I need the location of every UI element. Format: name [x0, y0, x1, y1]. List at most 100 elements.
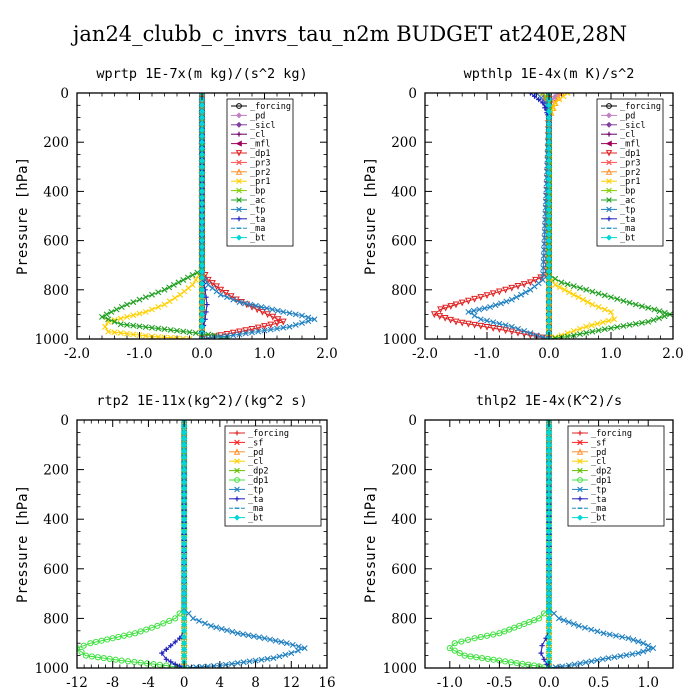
data-point — [452, 301, 460, 309]
data-point — [181, 420, 188, 423]
data-point — [118, 304, 125, 311]
data-point — [545, 323, 553, 330]
data-point — [545, 503, 553, 510]
legend-marker — [236, 206, 242, 213]
data-point — [189, 272, 196, 279]
data-point — [650, 645, 657, 652]
data-point — [442, 304, 450, 312]
data-point — [656, 308, 663, 315]
data-point — [180, 478, 188, 486]
data-point — [496, 320, 503, 327]
data-point — [545, 565, 553, 572]
data-point — [545, 571, 553, 579]
data-point — [645, 318, 652, 325]
data-point — [218, 625, 225, 632]
data-point — [117, 330, 124, 337]
data-point — [545, 231, 553, 238]
data-point — [252, 657, 259, 664]
data-point — [545, 447, 553, 455]
data-point — [545, 120, 553, 127]
data-point — [545, 472, 553, 479]
data-point — [166, 284, 173, 291]
data-point — [222, 289, 230, 297]
data-point — [545, 163, 553, 170]
data-point — [545, 491, 553, 498]
data-point — [299, 312, 305, 319]
legend-label: _dp2 — [248, 467, 268, 477]
data-point — [130, 322, 137, 329]
data-point — [203, 309, 209, 315]
data-point — [526, 279, 534, 287]
data-point — [186, 329, 193, 336]
data-point — [545, 528, 553, 535]
data-point — [588, 626, 595, 633]
legend-label: _dp2 — [591, 467, 611, 477]
data-point — [264, 655, 271, 662]
legend-label: _ac — [620, 196, 635, 206]
legend-marker — [605, 168, 613, 175]
data-point — [131, 630, 139, 637]
data-point — [566, 289, 573, 296]
data-point — [180, 491, 188, 498]
panel-4: thlp2 1E-4x(K^2)/s Pressure [hPa] -1.0 -0.5… — [363, 393, 674, 691]
data-point — [229, 329, 237, 337]
legend-label: _forcing — [620, 102, 661, 112]
x-tick-label: 0.0 — [191, 346, 212, 362]
data-point — [508, 296, 515, 303]
data-point — [552, 281, 559, 288]
data-point — [288, 650, 295, 657]
data-point — [545, 126, 553, 134]
data-point — [464, 636, 472, 643]
y-tick-label: 0 — [60, 86, 69, 102]
data-point — [570, 283, 577, 290]
data-point — [99, 313, 105, 320]
data-point — [583, 323, 590, 330]
data-point — [198, 305, 206, 312]
y-axis-label: Pressure [hPa] — [363, 485, 379, 603]
data-point — [558, 279, 565, 286]
data-point — [661, 313, 668, 320]
data-point — [483, 632, 491, 639]
data-point — [545, 454, 553, 461]
data-point — [513, 659, 520, 667]
legend-label: _bt — [250, 234, 265, 244]
data-point — [546, 93, 552, 96]
data-point — [289, 641, 296, 648]
data-point — [502, 286, 510, 294]
data-point — [502, 322, 509, 329]
data-point — [198, 237, 206, 244]
data-point — [222, 661, 229, 668]
x-tick-label: -8 — [106, 675, 119, 691]
data-point — [541, 228, 548, 235]
x-tick-label: 4 — [216, 675, 225, 691]
data-point — [545, 139, 553, 146]
data-point — [540, 100, 546, 106]
data-point — [217, 286, 225, 294]
data-point — [194, 269, 201, 276]
data-point — [142, 324, 149, 331]
panel-2: wpthlp 1E-4x(m K)/s^2 Pressure [hPa] -2.0 -… — [363, 66, 684, 362]
data-point — [111, 318, 118, 325]
data-point — [545, 206, 553, 214]
data-point — [118, 657, 125, 664]
data-point — [559, 663, 566, 668]
data-point — [471, 321, 479, 329]
x-tick-label: -1.0 — [126, 346, 152, 362]
data-point — [198, 274, 206, 281]
legend-marker — [236, 103, 242, 109]
data-point — [236, 299, 243, 306]
data-point — [532, 276, 539, 284]
legend-label: _bp — [620, 187, 635, 197]
data-point — [198, 163, 206, 170]
data-point — [545, 317, 553, 324]
series-group — [99, 93, 318, 339]
y-tick-label: 800 — [391, 611, 417, 627]
x-tick-label: 0.0 — [538, 346, 559, 362]
data-point — [560, 617, 567, 624]
data-point — [651, 306, 658, 313]
legend-label: _bt — [591, 514, 606, 524]
data-point — [180, 466, 188, 473]
data-point — [588, 658, 595, 665]
data-point — [625, 635, 632, 642]
data-point — [299, 320, 305, 326]
